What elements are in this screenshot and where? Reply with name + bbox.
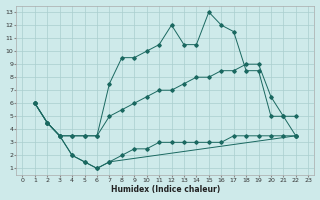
X-axis label: Humidex (Indice chaleur): Humidex (Indice chaleur) bbox=[111, 185, 220, 194]
